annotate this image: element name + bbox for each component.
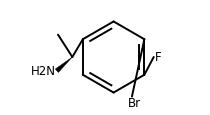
Text: H2N: H2N [31, 65, 56, 78]
Text: Br: Br [128, 96, 141, 109]
Text: F: F [155, 51, 162, 64]
Polygon shape [55, 58, 72, 73]
